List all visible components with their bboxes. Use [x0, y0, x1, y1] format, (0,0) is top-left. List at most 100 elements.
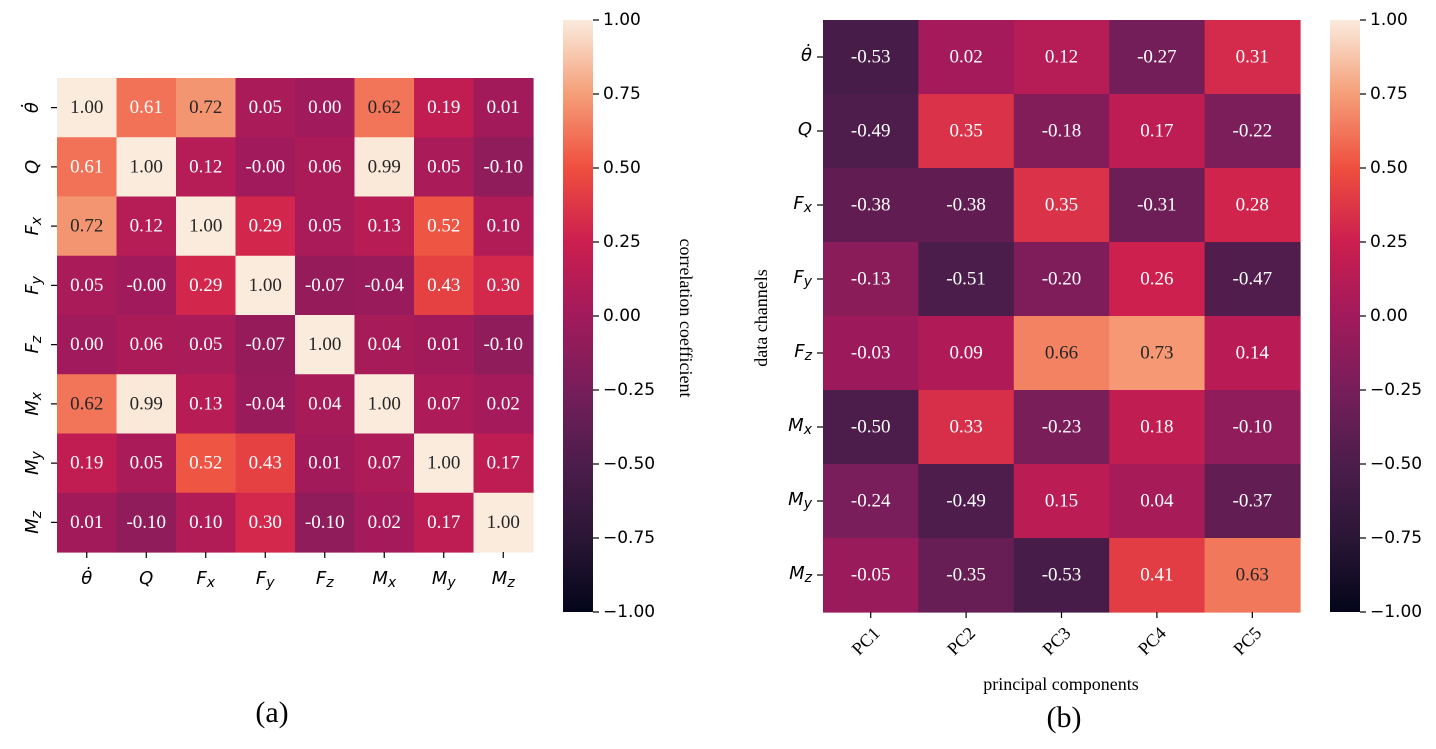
- cell-r4-c1: [57, 255, 118, 316]
- tick-label-fz: Fz: [22, 335, 46, 353]
- tick-label-q: Q: [798, 119, 812, 140]
- cell-value-r7-c3: 0.52: [189, 453, 222, 474]
- cell-r6-c1: [823, 390, 919, 465]
- cell-r7-c7: [414, 433, 475, 494]
- tick-label-q: Q: [22, 160, 43, 174]
- cell-r4-c5: [1204, 242, 1301, 317]
- tick-label-pc5: PC5: [1229, 623, 1265, 659]
- cell-r1-c4: [235, 78, 296, 138]
- cell-value-r4-c4: 1.00: [249, 275, 282, 296]
- cell-value-r1-c4: -0.27: [1137, 47, 1177, 68]
- cell-value-r2-c1: 0.61: [70, 156, 103, 177]
- colorbar-tick-label: −0.25: [603, 380, 655, 400]
- cell-r5-c4: [1109, 316, 1206, 391]
- x-tick-labels: θ̇ Q Fx Fy Fz Mx My Mz: [81, 552, 515, 591]
- cell-r4-c4: [235, 255, 296, 316]
- cell-value-r5-c8: -0.10: [483, 334, 523, 355]
- panel-label-b: (b): [1047, 701, 1082, 734]
- cell-value-r5-c2: 0.06: [130, 334, 163, 355]
- cell-value-r4-c2: -0.51: [946, 269, 986, 290]
- cell-value-r3-c4: -0.31: [1137, 195, 1177, 216]
- cell-value-r2-c2: 0.35: [949, 121, 982, 142]
- cell-r2-c1: [57, 137, 118, 198]
- cell-r8-c4: [1109, 538, 1206, 613]
- cell-r6-c1: [57, 374, 118, 435]
- cell-r2-c2: [116, 137, 177, 198]
- cell-r3-c3: [1013, 168, 1110, 243]
- cell-r6-c5: [295, 374, 356, 435]
- tick-label-theta-dot: θ̇: [81, 565, 92, 588]
- cell-value-r1-c6: 0.62: [368, 97, 401, 118]
- cell-r1-c5: [295, 78, 356, 138]
- x-tick-labels: PC1 PC2 PC3 PC4 PC5: [848, 612, 1265, 659]
- cell-r3-c2: [918, 168, 1015, 243]
- cell-r2-c4: [235, 137, 296, 198]
- cell-value-r7-c5: -0.37: [1233, 491, 1273, 512]
- cell-r7-c2: [918, 464, 1015, 539]
- cell-value-r4-c5: -0.47: [1233, 269, 1273, 290]
- colorbar-tick-label: 1.00: [1370, 10, 1408, 30]
- tick-label-mx: Mx: [372, 568, 397, 592]
- cell-r7-c6: [354, 433, 415, 494]
- cell-value-r8-c3: 0.10: [189, 512, 222, 533]
- cell-r3-c5: [295, 196, 356, 257]
- cell-value-r6-c1: -0.50: [851, 417, 891, 438]
- cell-value-r7-c2: -0.49: [946, 491, 986, 512]
- tick-label-mz: Mz: [22, 510, 46, 534]
- cell-r8-c3: [1013, 538, 1110, 613]
- cell-value-r8-c5: 0.63: [1236, 565, 1269, 586]
- colorbar-tick-label: 0.50: [1370, 158, 1408, 178]
- cell-r2-c3: [176, 137, 237, 198]
- cell-value-r1-c4: 0.05: [249, 97, 282, 118]
- cell-r5-c6: [354, 315, 415, 375]
- cell-value-r8-c6: 0.02: [368, 512, 401, 533]
- colorbar-gradient: [1330, 20, 1360, 612]
- cell-value-r3-c3: 1.00: [189, 216, 222, 237]
- tick-label-my: My: [788, 489, 813, 513]
- tick-label-pc2: PC2: [943, 623, 979, 659]
- cell-r5-c2: [918, 316, 1015, 391]
- colorbar-tick-label: 0.75: [603, 84, 641, 104]
- cell-r7-c3: [1013, 464, 1110, 539]
- tick-label-theta-dot: θ̇: [19, 102, 42, 113]
- cell-value-r4-c1: 0.05: [70, 275, 103, 296]
- cell-value-r3-c1: 0.72: [70, 216, 103, 237]
- cell-value-r1-c7: 0.19: [427, 97, 460, 118]
- tick-label-pc4: PC4: [1134, 623, 1170, 659]
- cell-r5-c3: [176, 315, 237, 375]
- cell-r4-c2: [116, 255, 177, 316]
- cell-value-r2-c8: -0.10: [483, 156, 523, 177]
- cell-value-r8-c3: -0.53: [1042, 565, 1082, 586]
- cell-r3-c8: [473, 196, 534, 257]
- cell-r3-c6: [354, 196, 415, 257]
- cell-value-r4-c3: 0.29: [189, 275, 222, 296]
- cell-value-r5-c4: 0.73: [1140, 343, 1173, 364]
- cell-value-r5-c5: 0.14: [1236, 343, 1270, 364]
- cell-r1-c2: [918, 20, 1015, 95]
- colorbar-tick-label: 0.00: [603, 306, 641, 326]
- cell-r6-c4: [1109, 390, 1206, 465]
- tick-label-mz: Mz: [789, 563, 813, 587]
- cell-value-r5-c4: -0.07: [245, 334, 285, 355]
- cell-r4-c3: [176, 255, 237, 316]
- cell-r8-c1: [823, 538, 919, 613]
- cell-r1-c2: [116, 78, 177, 138]
- cell-value-r4-c6: -0.04: [364, 275, 404, 296]
- pca-loading-heatmap: -0.53 0.02 0.12 -0.27 0.31 -0.49 0.35 -0.18 0.17…: [751, 10, 1422, 734]
- cell-r4-c8: [473, 255, 534, 316]
- tick-label-fx: Fx: [22, 216, 46, 235]
- cell-value-r8-c7: 0.17: [427, 512, 460, 533]
- cell-r5-c4: [235, 315, 296, 375]
- cell-value-r6-c7: 0.07: [427, 393, 460, 414]
- cell-value-r4-c7: 0.43: [427, 275, 460, 296]
- cell-value-r2-c4: 0.17: [1140, 121, 1173, 142]
- cell-r2-c3: [1013, 94, 1110, 169]
- cell-value-r8-c2: -0.35: [946, 565, 986, 586]
- cell-r1-c3: [176, 78, 237, 138]
- cell-r5-c7: [414, 315, 475, 375]
- cell-value-r8-c2: -0.10: [126, 512, 166, 533]
- cell-value-r5-c3: 0.05: [189, 334, 222, 355]
- colorbar-tick-label: −1.00: [1370, 602, 1422, 622]
- colorbar-tick-label: 0.50: [603, 158, 641, 178]
- cell-r2-c1: [823, 94, 919, 169]
